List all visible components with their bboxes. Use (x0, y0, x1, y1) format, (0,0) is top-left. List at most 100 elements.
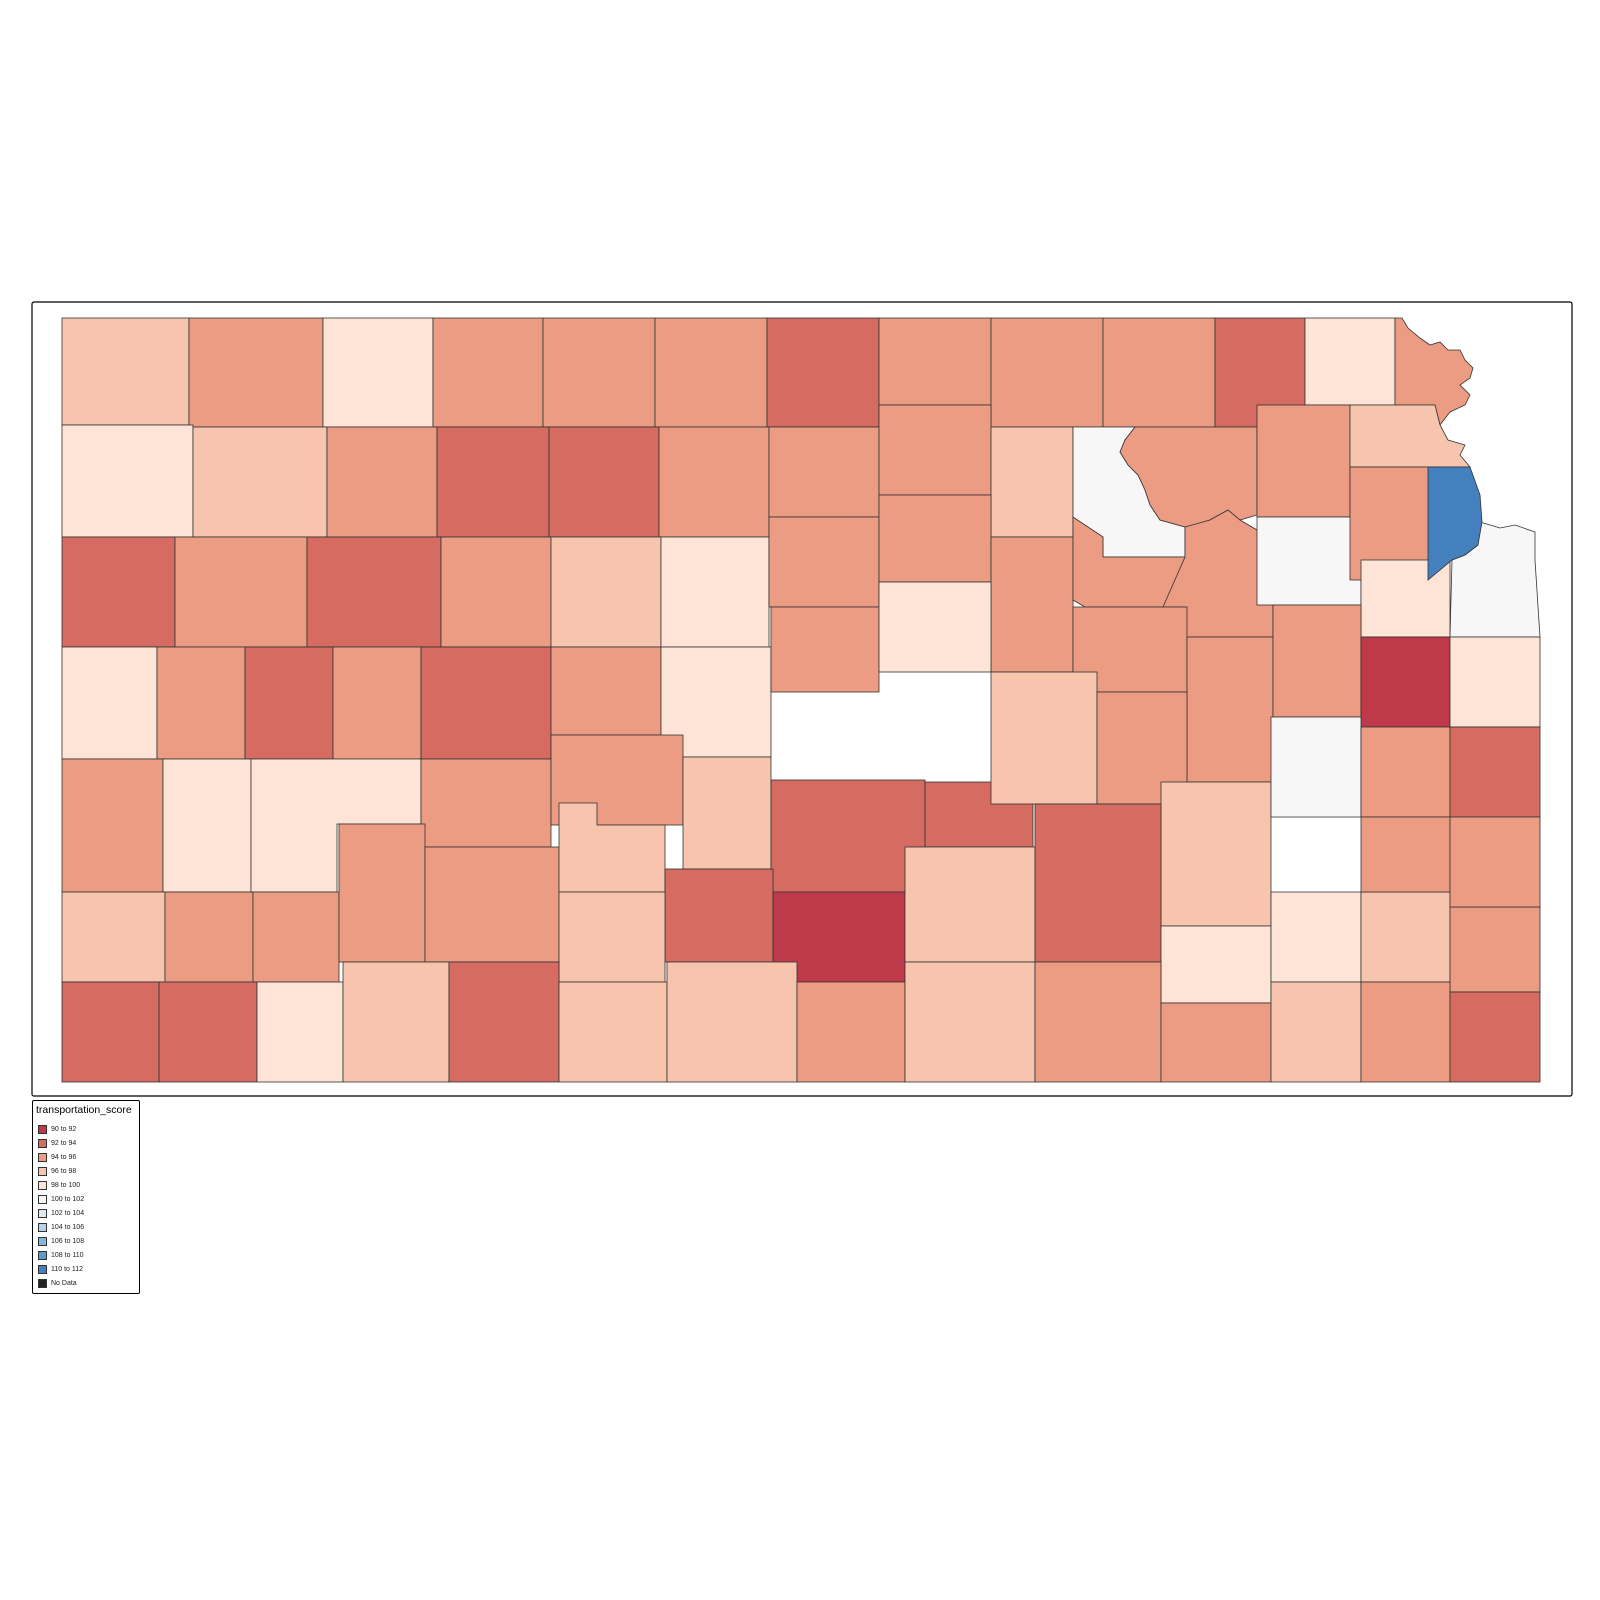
county-polygon (1304, 317, 1396, 406)
legend-swatch (38, 1166, 47, 1176)
county-polygon (252, 891, 340, 983)
county-polygon (424, 846, 560, 963)
legend-swatch (38, 1194, 47, 1204)
legend-item: 102 to 104 (38, 1207, 84, 1219)
legend-item: 94 to 96 (38, 1151, 76, 1163)
county-polygon (432, 317, 544, 428)
legend-item: 98 to 100 (38, 1179, 80, 1191)
county-polygon (448, 961, 560, 1083)
county-polygon (192, 426, 328, 538)
county-polygon (61, 981, 160, 1083)
county-polygon (338, 823, 426, 963)
county-polygon (1256, 516, 1362, 606)
county-polygon (162, 758, 252, 893)
legend-item: 108 to 110 (38, 1249, 84, 1261)
county-polygon (436, 426, 550, 538)
county-polygon (1449, 636, 1541, 728)
county-polygon (61, 646, 158, 760)
legend-label: 92 to 94 (51, 1139, 77, 1147)
county-polygon (1449, 906, 1541, 993)
legend-swatch (38, 1208, 47, 1218)
county-polygon (440, 536, 552, 648)
county-polygon (878, 317, 992, 406)
legend-item: 100 to 102 (38, 1193, 84, 1205)
legend-label: 110 to 112 (51, 1265, 84, 1273)
county-polygon (1119, 426, 1258, 528)
legend-swatch (38, 1180, 47, 1190)
county-polygon (1360, 816, 1451, 893)
legend-item: 92 to 94 (38, 1137, 76, 1149)
county-polygon (990, 536, 1074, 673)
county-polygon (61, 424, 194, 538)
legend-swatch (38, 1222, 47, 1232)
county-polygon (342, 961, 450, 1083)
county-polygon (420, 758, 552, 848)
county-polygon (61, 317, 190, 426)
county-polygon (1270, 716, 1362, 818)
legend-swatch (38, 1250, 47, 1260)
county-polygon (878, 404, 992, 496)
county-polygon (1427, 466, 1483, 581)
legend-swatch (38, 1124, 47, 1134)
legend-swatch (38, 1138, 47, 1148)
legend-label: 106 to 108 (51, 1237, 85, 1245)
county-polygon (1272, 604, 1362, 718)
county-polygon (548, 426, 660, 538)
county-polygon (1256, 404, 1351, 518)
county-polygon (1102, 317, 1216, 428)
county-polygon (878, 494, 992, 583)
county-polygon (1449, 816, 1541, 908)
county-polygon (1360, 636, 1451, 728)
county-polygon (322, 317, 434, 428)
county-polygon (256, 981, 344, 1083)
county-polygon (61, 536, 176, 648)
county-polygon (61, 758, 164, 893)
county-polygon (61, 891, 166, 983)
county-polygon (904, 961, 1036, 1083)
county-polygon (682, 756, 772, 870)
legend-swatch (38, 1152, 47, 1162)
county-polygon (558, 981, 668, 1083)
county-polygon (1360, 891, 1451, 983)
county-polygon (1360, 981, 1451, 1083)
county-polygon (990, 671, 1098, 805)
legend-swatch (38, 1278, 47, 1288)
county-polygon (1360, 726, 1451, 818)
county-polygon (770, 606, 880, 693)
county-polygon (666, 961, 798, 1083)
county-polygon (158, 981, 258, 1083)
legend-label: No Data (51, 1279, 77, 1287)
county-polygon (990, 426, 1074, 538)
county-polygon (188, 317, 324, 428)
legend-item: 104 to 106 (38, 1221, 84, 1233)
county-polygon (1186, 636, 1274, 783)
county-polygon (1270, 891, 1362, 983)
legend-label: 94 to 96 (51, 1153, 77, 1161)
county-polygon (1449, 726, 1541, 818)
county-polygon (558, 891, 666, 983)
county-polygon (658, 426, 770, 538)
county-polygon (550, 536, 662, 648)
county-polygon (420, 646, 552, 760)
county-polygon (654, 317, 768, 428)
county-polygon (1034, 803, 1162, 963)
legend: transportation_score 90 to 92 92 to 94 94 … (32, 1100, 140, 1294)
county-polygon (156, 646, 246, 760)
legend-swatch (38, 1236, 47, 1246)
legend-label: 98 to 100 (51, 1181, 81, 1189)
legend-label: 108 to 110 (51, 1251, 84, 1259)
legend-label: 100 to 102 (51, 1195, 85, 1203)
county-polygon (796, 981, 906, 1083)
county-polygon (1160, 925, 1272, 1004)
county-polygon (244, 646, 334, 760)
legend-swatch (38, 1264, 47, 1274)
legend-item: No Data (38, 1277, 77, 1289)
legend-item: 96 to 98 (38, 1165, 76, 1177)
county-polygon (664, 868, 774, 963)
county-polygon (878, 581, 992, 673)
county-polygon (1270, 981, 1362, 1083)
county-polygon (768, 516, 880, 608)
legend-label: 102 to 104 (51, 1209, 85, 1217)
legend-item: 110 to 112 (38, 1263, 83, 1275)
